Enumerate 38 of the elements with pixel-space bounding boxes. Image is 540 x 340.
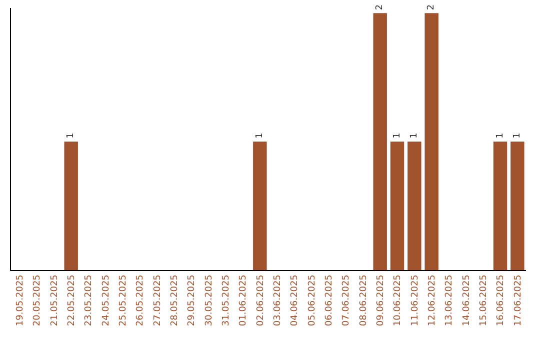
x-tick-label: 04.06.2025	[290, 274, 300, 326]
x-tick-label: 23.05.2025	[84, 274, 94, 326]
x-tick-label: 27.05.2025	[152, 274, 163, 326]
data-label: 1	[254, 132, 265, 139]
x-tick-label: 06.06.2025	[324, 274, 335, 326]
x-tick-label: 30.05.2025	[204, 274, 214, 326]
data-label: 1	[495, 132, 506, 139]
x-tick-label: 16.06.2025	[496, 274, 506, 326]
data-label: 2	[375, 4, 386, 10]
x-tick-label: 29.05.2025	[187, 274, 198, 326]
data-label: 1	[66, 132, 76, 139]
x-tick-label: 21.05.2025	[50, 274, 60, 326]
x-tick-label: 22.05.2025	[67, 274, 78, 326]
x-tick-label: 17.06.2025	[513, 274, 524, 326]
x-tick-label: 13.06.2025	[444, 274, 455, 326]
x-tick-label: 02.06.2025	[256, 274, 266, 326]
x-tick-label: 08.06.2025	[358, 274, 369, 326]
x-tick-label: 03.06.2025	[273, 274, 284, 326]
x-tick-label: 25.05.2025	[118, 274, 129, 326]
x-tick-label: 07.06.2025	[342, 274, 352, 326]
x-tick-label: 10.06.2025	[393, 274, 404, 326]
x-tick-label: 09.06.2025	[376, 274, 386, 326]
x-tick-label: 12.06.2025	[428, 274, 438, 326]
data-label: 1	[392, 132, 402, 139]
x-tick-label: 31.05.2025	[222, 274, 232, 326]
data-label: 2	[426, 4, 437, 10]
x-tick-label: 01.06.2025	[238, 274, 249, 326]
x-tick-label: 20.05.2025	[32, 274, 43, 326]
x-tick-label: 11.06.2025	[410, 274, 420, 326]
x-tick-label: 24.05.2025	[101, 274, 112, 326]
data-label: 1	[512, 132, 522, 139]
x-tick-label: 15.06.2025	[479, 274, 490, 326]
x-tick-label: 14.06.2025	[462, 274, 472, 326]
x-tick-label: 05.06.2025	[307, 274, 318, 326]
x-tick-label: 26.05.2025	[136, 274, 146, 326]
x-tick-label: 19.05.2025	[16, 274, 26, 326]
x-tick-label: 28.05.2025	[170, 274, 180, 326]
data-label: 1	[409, 132, 420, 139]
